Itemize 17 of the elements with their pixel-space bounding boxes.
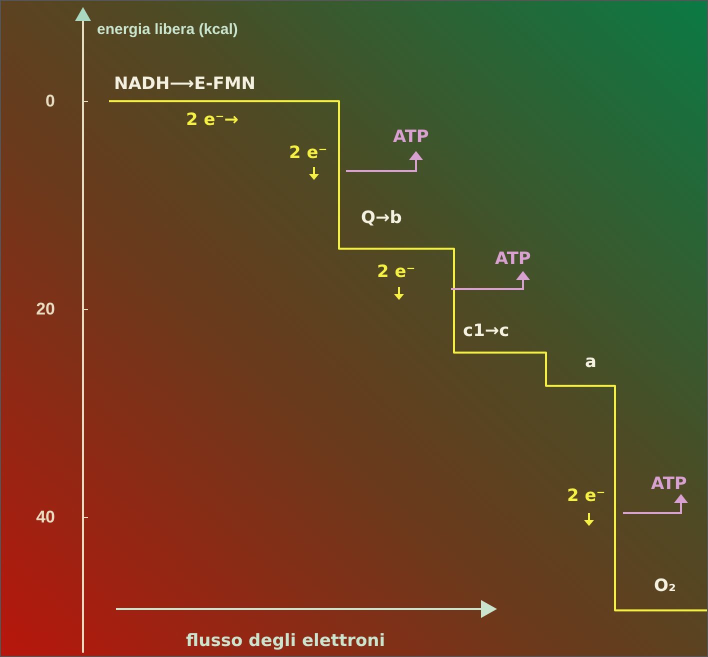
y-tick-label: 20 [36, 300, 55, 319]
annotation: c1→c [463, 321, 510, 341]
x-axis-title: flusso degli elettroni [186, 631, 386, 651]
y-tick-label: 40 [36, 507, 55, 526]
annotation: a [585, 352, 596, 372]
annotation: O₂ [654, 576, 676, 596]
annotation: Q→b [361, 208, 402, 228]
annotation: ATP [393, 127, 429, 147]
annotation: ATP [495, 249, 531, 269]
y-tick-label: 0 [46, 92, 55, 111]
annotation: NADH⟶E-FMN [114, 74, 256, 94]
annotation: 2 e⁻ [567, 486, 606, 506]
annotation: 2 e⁻ [289, 143, 328, 163]
annotation: 2 e⁻ [377, 262, 416, 282]
annotation: ATP [651, 474, 687, 494]
annotation: 2 e⁻→ [186, 110, 238, 130]
y-axis-title: energia libera (kcal) [97, 21, 238, 38]
